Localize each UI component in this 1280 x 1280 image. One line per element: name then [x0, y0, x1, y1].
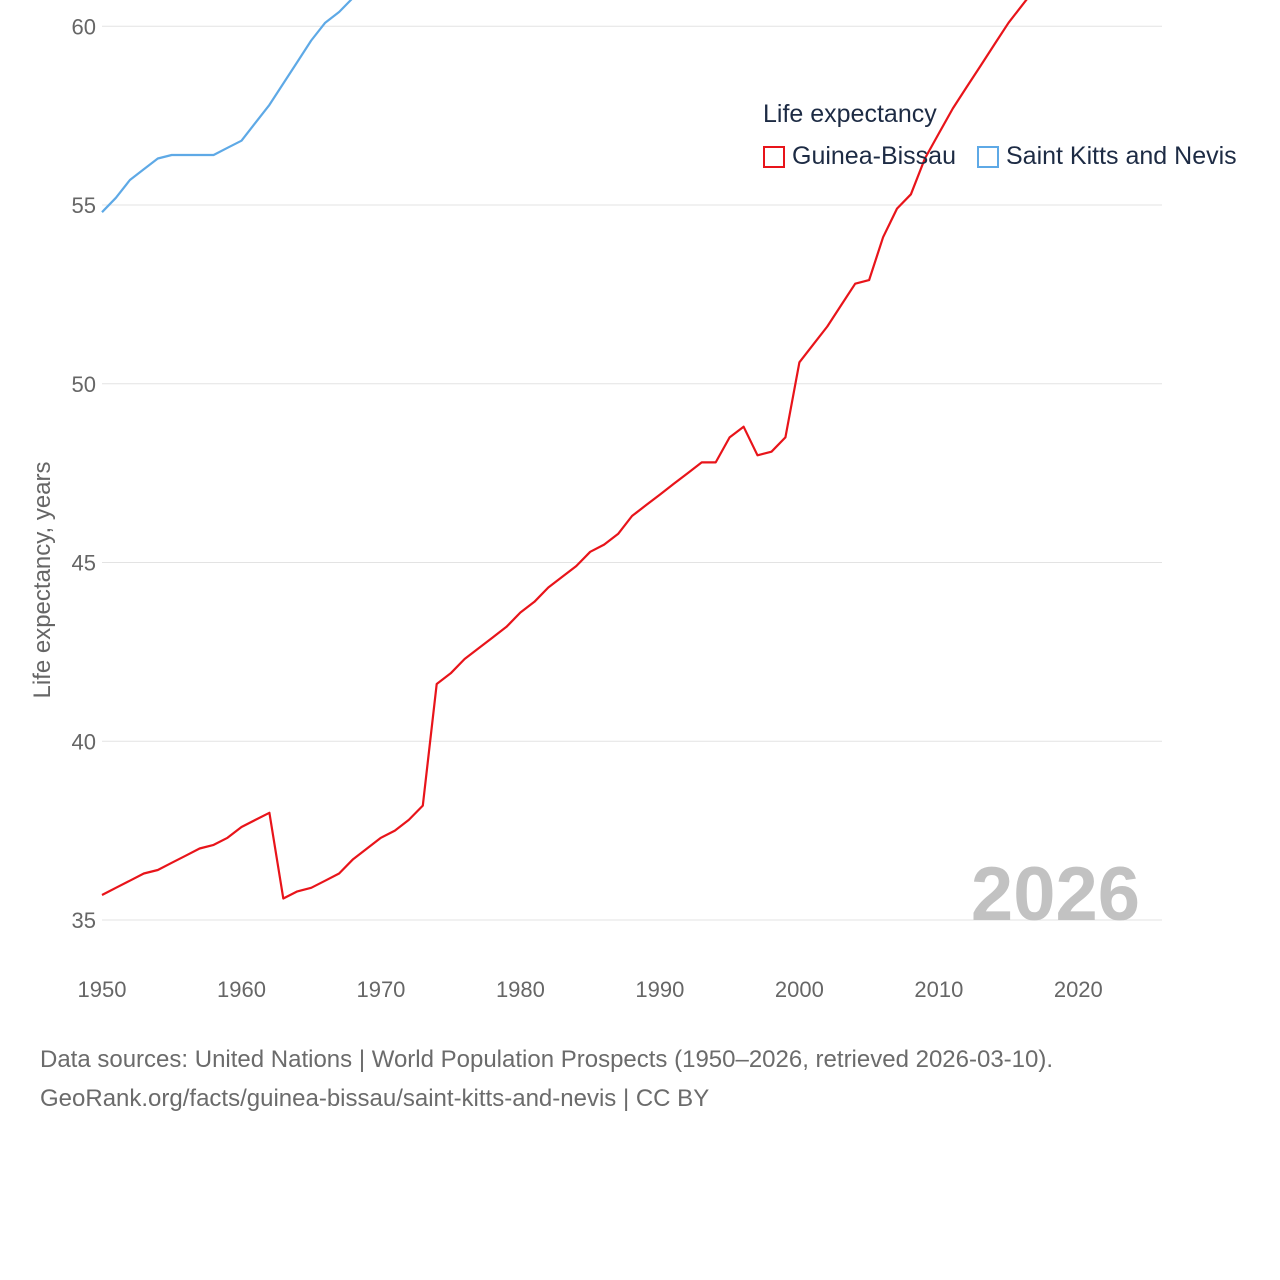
y-tick-label: 45	[72, 551, 96, 576]
y-axis-label: Life expectancy, years	[29, 461, 56, 698]
legend-label: Guinea-Bissau	[792, 142, 956, 170]
year-watermark: 2026	[971, 852, 1140, 937]
x-tick-label: 1970	[356, 977, 405, 1002]
y-tick-label: 60	[72, 14, 96, 39]
y-tick-label: 55	[72, 193, 96, 218]
legend-label: Saint Kitts and Nevis	[1006, 142, 1237, 170]
legend-swatch	[763, 145, 785, 168]
x-tick-label: 2000	[775, 977, 824, 1002]
y-tick-label: 40	[72, 729, 96, 754]
y-axis: 3540455055606570	[72, 14, 96, 933]
legend-item-guinea-bissau[interactable]: Guinea-Bissau	[763, 142, 956, 171]
legend-swatch	[977, 145, 999, 168]
x-tick-label: 1980	[496, 977, 545, 1002]
legend-title: Life expectancy	[763, 100, 937, 128]
x-tick-label: 1990	[635, 977, 684, 1002]
gridlines	[102, 25, 1162, 921]
x-tick-label: 1950	[78, 977, 127, 1002]
x-axis: 1950 1960 1970 1980 1990 2000 2010 2020	[78, 977, 1103, 1002]
source-text: Data sources: United Nations | World Pop…	[40, 1046, 1054, 1073]
y-tick-label: 35	[72, 908, 96, 933]
series-lines	[101, 0, 1028, 900]
x-tick-label: 1960	[217, 977, 266, 1002]
series-line-saint-kitts-and-nevis	[101, 0, 353, 213]
source-link-text[interactable]: GeoRank.org/facts/guinea-bissau/saint-ki…	[40, 1085, 710, 1112]
x-tick-label: 2020	[1054, 977, 1103, 1002]
legend-item-saint-kitts-and-nevis[interactable]: Saint Kitts and Nevis	[977, 142, 1237, 171]
y-tick-label: 50	[72, 372, 96, 397]
x-tick-label: 2010	[914, 977, 963, 1002]
series-line-guinea-bissau	[101, 0, 1028, 900]
